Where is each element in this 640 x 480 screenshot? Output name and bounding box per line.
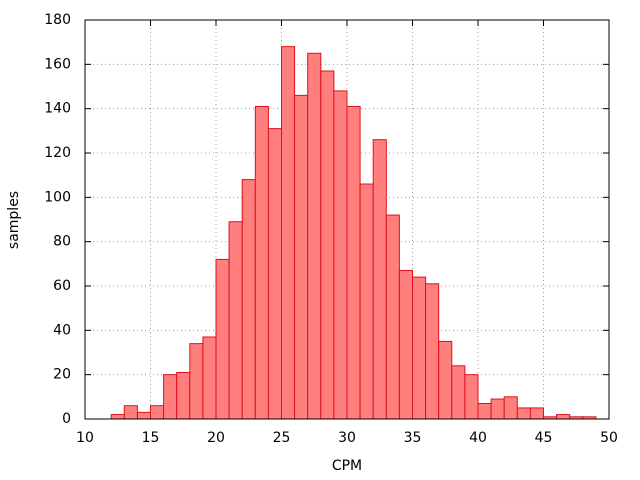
bar — [529, 407, 545, 420]
y-tick-label: 140 — [44, 101, 71, 117]
x-tick-label: 25 — [273, 430, 291, 446]
bar — [516, 407, 531, 420]
x-tick-label: 30 — [338, 430, 356, 446]
bar — [477, 402, 492, 420]
y-tick-label: 120 — [44, 145, 71, 161]
y-tick-label: 20 — [53, 367, 71, 383]
y-tick-label: 0 — [62, 411, 71, 427]
bar — [451, 365, 466, 420]
bar — [307, 52, 322, 420]
bar — [412, 276, 427, 420]
x-tick-label: 35 — [404, 430, 422, 446]
bar — [254, 105, 269, 420]
bar — [385, 214, 400, 420]
bar — [163, 374, 178, 420]
bar — [241, 179, 256, 420]
bar — [202, 336, 217, 420]
bar — [110, 414, 125, 420]
bar — [438, 340, 453, 420]
x-tick-label: 10 — [76, 430, 94, 446]
bar — [398, 269, 413, 420]
bar — [372, 139, 387, 420]
bar — [136, 411, 151, 420]
x-tick-label: 20 — [207, 430, 225, 446]
bar — [281, 46, 296, 420]
y-tick-label: 40 — [53, 322, 71, 338]
plot-frame — [84, 19, 610, 420]
bar — [215, 258, 230, 420]
bar — [503, 396, 518, 420]
bar — [320, 70, 335, 420]
bar — [556, 414, 571, 420]
x-tick-label: 50 — [600, 430, 618, 446]
bar — [425, 283, 440, 420]
bar — [228, 221, 243, 420]
y-tick-label: 80 — [53, 234, 71, 250]
bar — [359, 183, 374, 420]
y-tick-label: 60 — [53, 278, 71, 294]
bar — [176, 371, 191, 420]
bar — [267, 128, 282, 420]
y-tick-label: 160 — [44, 56, 71, 72]
x-tick-label: 40 — [469, 430, 487, 446]
bar — [150, 405, 165, 420]
bar — [464, 374, 479, 420]
bar — [346, 105, 361, 420]
x-tick-label: 15 — [142, 430, 160, 446]
bar — [294, 94, 309, 420]
y-tick-label: 100 — [44, 189, 71, 205]
y-axis-label: samples — [6, 191, 22, 249]
x-tick-label: 45 — [535, 430, 553, 446]
bar — [333, 90, 348, 420]
bar — [490, 398, 505, 420]
x-axis-label: CPM — [332, 458, 362, 474]
bar — [189, 343, 204, 420]
y-tick-label: 180 — [44, 12, 71, 28]
bar — [123, 405, 138, 420]
